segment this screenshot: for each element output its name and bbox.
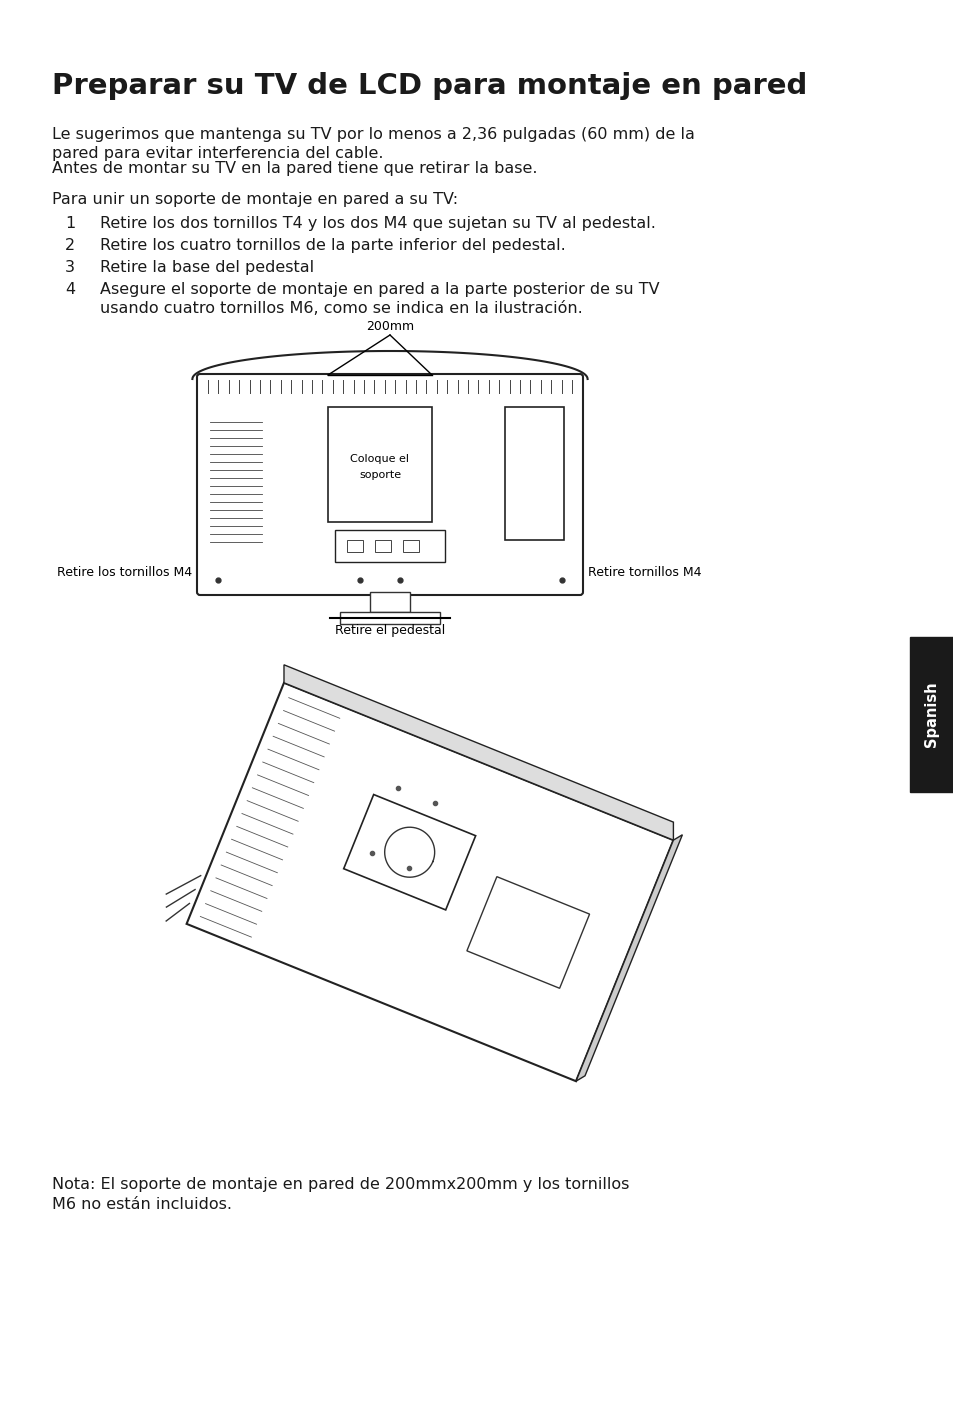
Text: Spanish: Spanish <box>923 682 939 747</box>
Bar <box>370 592 410 611</box>
Text: Retire tornillos M4: Retire tornillos M4 <box>587 565 700 579</box>
Text: Le sugerimos que mantenga su TV por lo menos a 2,36 pulgadas (60 mm) de la: Le sugerimos que mantenga su TV por lo m… <box>52 127 694 143</box>
Text: 4: 4 <box>65 282 75 297</box>
Text: 2: 2 <box>65 239 75 253</box>
Polygon shape <box>466 877 589 988</box>
Text: Retire los dos tornillos T4 y los dos M4 que sujetan su TV al pedestal.: Retire los dos tornillos T4 y los dos M4… <box>100 216 656 232</box>
Bar <box>328 407 432 522</box>
Text: Retire los cuatro tornillos de la parte inferior del pedestal.: Retire los cuatro tornillos de la parte … <box>100 239 565 253</box>
Polygon shape <box>343 795 476 909</box>
Polygon shape <box>187 683 673 1082</box>
Text: M6 no están incluidos.: M6 no están incluidos. <box>52 1197 232 1211</box>
Text: soporte: soporte <box>358 470 400 480</box>
Text: 3: 3 <box>65 260 75 275</box>
Text: Retire el pedestal: Retire el pedestal <box>335 624 445 637</box>
Text: Preparar su TV de LCD para montaje en pared: Preparar su TV de LCD para montaje en pa… <box>52 72 806 100</box>
Polygon shape <box>576 834 681 1082</box>
Text: Nota: El soporte de montaje en pared de 200mmx200mm y los tornillos: Nota: El soporte de montaje en pared de … <box>52 1178 629 1192</box>
Polygon shape <box>284 665 673 840</box>
Bar <box>375 539 391 552</box>
Text: Para unir un soporte de montaje en pared a su TV:: Para unir un soporte de montaje en pared… <box>52 192 457 208</box>
Text: Asegure el soporte de montaje en pared a la parte posterior de su TV: Asegure el soporte de montaje en pared a… <box>100 282 659 297</box>
Bar <box>335 530 444 562</box>
Bar <box>347 539 363 552</box>
Bar <box>339 611 439 624</box>
Text: Coloque el: Coloque el <box>350 455 409 465</box>
FancyBboxPatch shape <box>196 374 582 594</box>
Bar <box>402 539 418 552</box>
Bar <box>504 407 563 539</box>
Text: 1: 1 <box>65 216 75 232</box>
Text: Retire los tornillos M4: Retire los tornillos M4 <box>57 565 192 579</box>
Text: pared para evitar interferencia del cable.: pared para evitar interferencia del cabl… <box>52 145 383 161</box>
Text: 200mm: 200mm <box>366 321 414 333</box>
Text: usando cuatro tornillos M6, como se indica en la ilustración.: usando cuatro tornillos M6, como se indi… <box>100 301 582 316</box>
Text: Retire la base del pedestal: Retire la base del pedestal <box>100 260 314 275</box>
Bar <box>909 637 953 792</box>
Text: Antes de montar su TV en la pared tiene que retirar la base.: Antes de montar su TV en la pared tiene … <box>52 161 537 176</box>
